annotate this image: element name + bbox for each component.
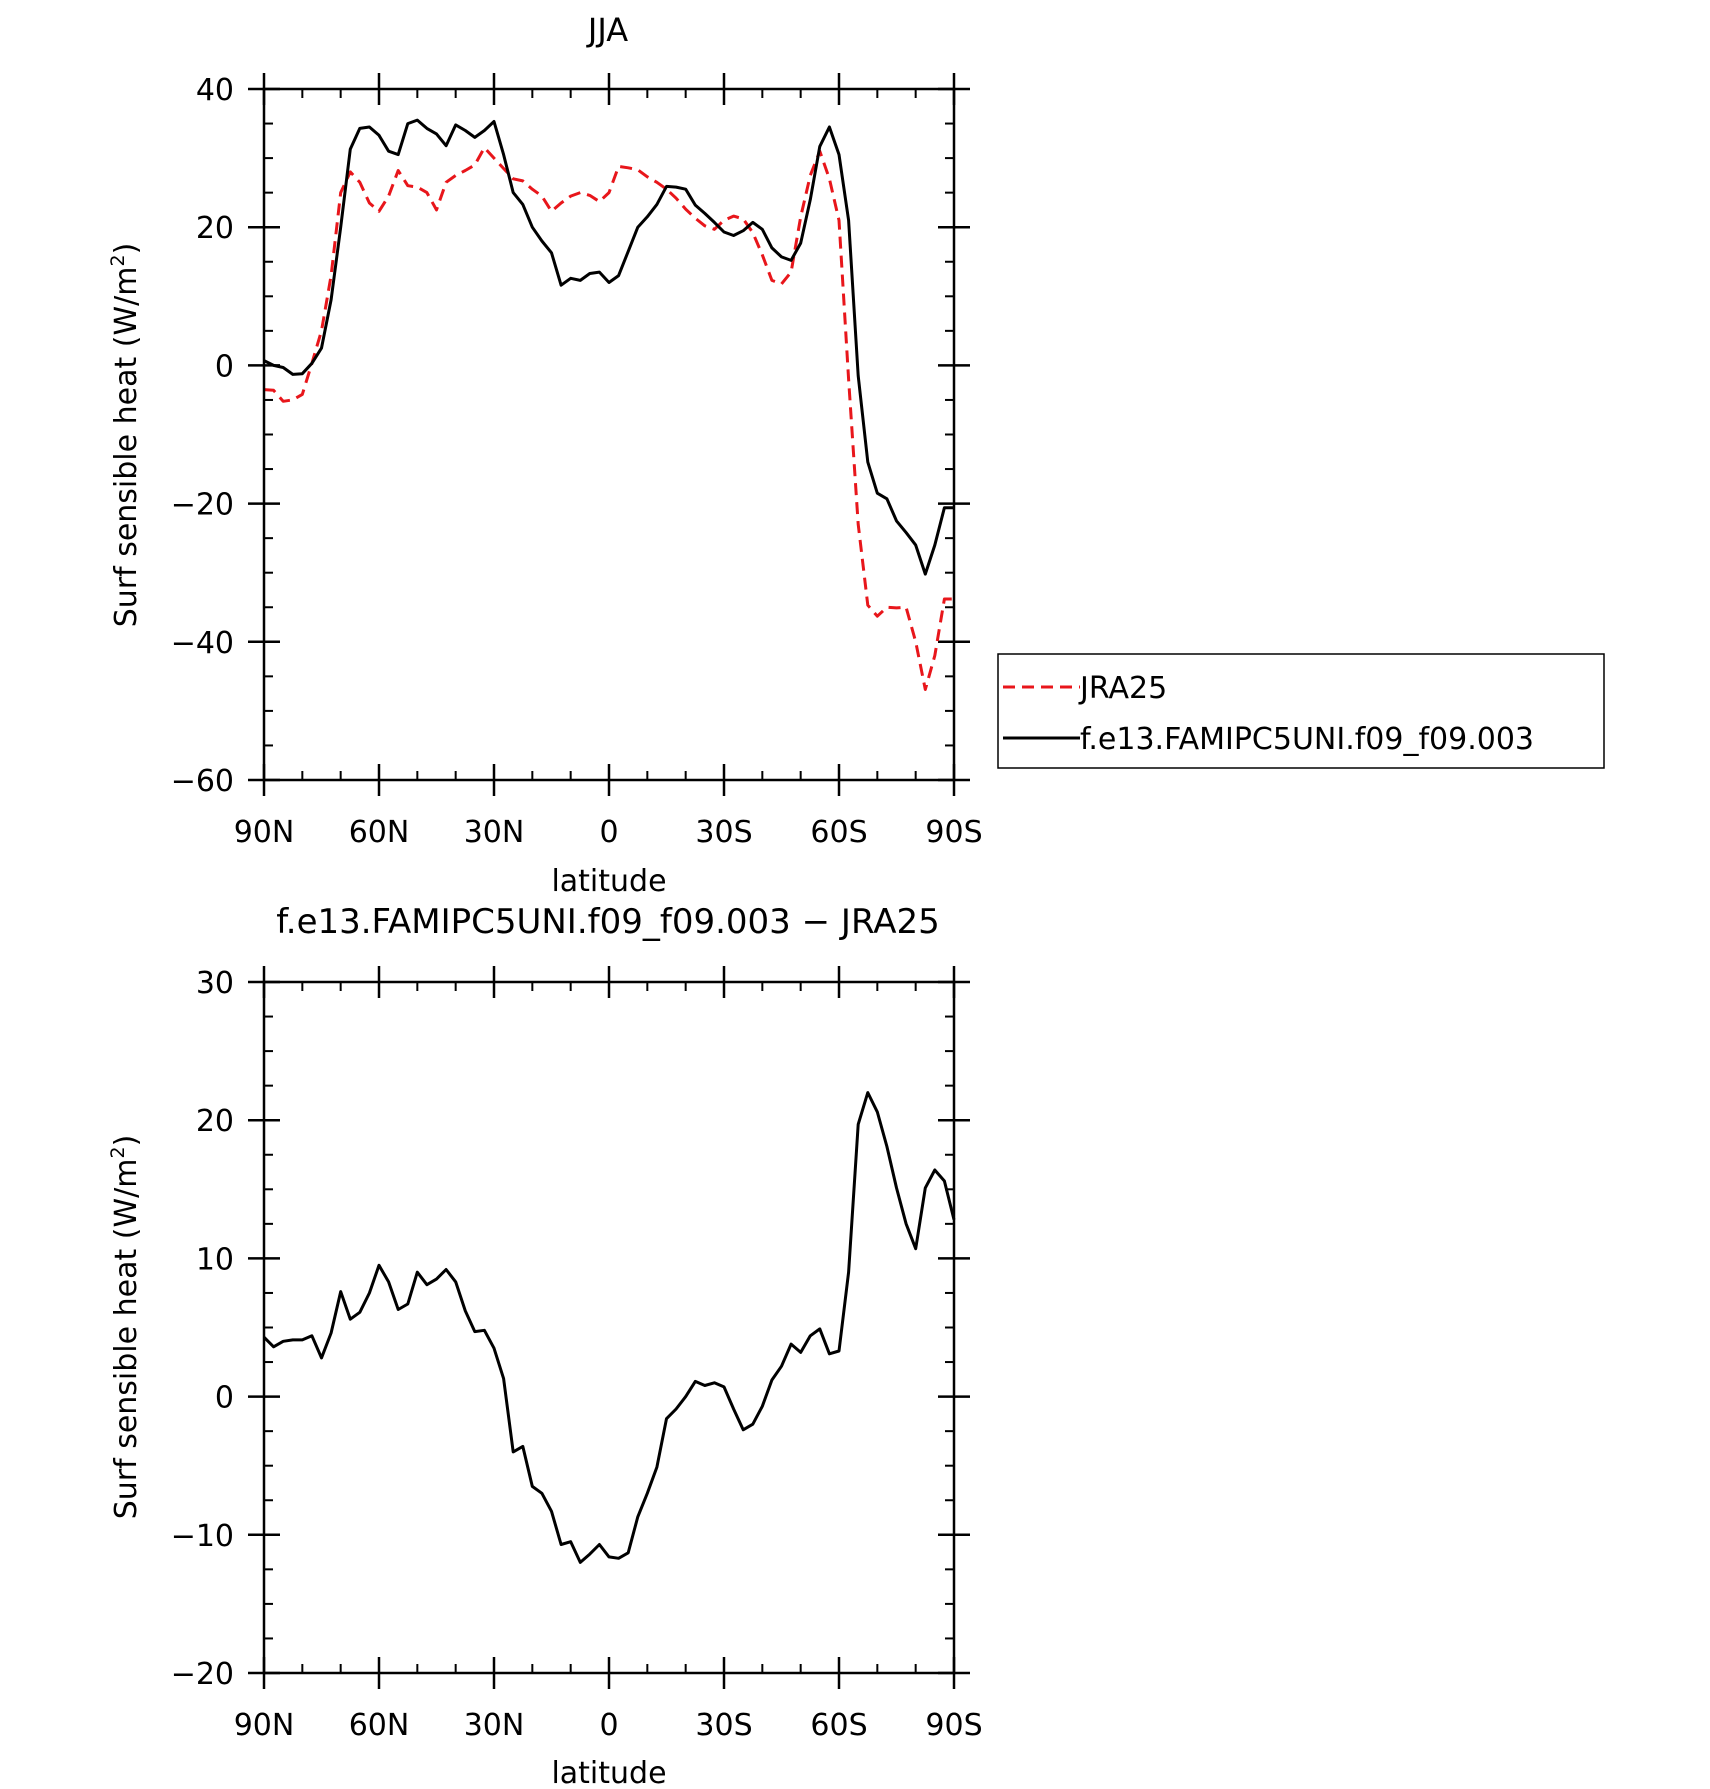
top-chart-y-tick-label: 20 [196,211,234,246]
top-chart-x-tick-label: 30S [695,815,752,850]
bottom-chart-y-tick-label: 10 [196,1242,234,1277]
top-chart-y-axis-label-sup: 2 [107,254,129,266]
top-chart-x-tick-label: 90N [234,815,295,850]
bottom-chart-x-tick-label: 90S [925,1708,982,1743]
bottom-chart-title: f.e13.FAMIPC5UNI.f09_f09.003 − JRA25 [276,902,939,942]
legend-box [997,653,1605,769]
bottom-chart-y-axis-label: Surf sensible heat (W/m2) [107,1135,144,1520]
top-chart-series-line-f-e13-famipc5uni-f09-f09-003 [263,118,954,576]
top-chart-x-tick-labels: 90N 60N 30N 0 30S 60S 90S [234,815,983,850]
top-chart-y-tick-label: 40 [196,73,234,108]
top-chart-y-axis-label: Surf sensible heat (W/m2) [107,243,144,628]
top-chart-y-tick-label: −60 [171,764,234,799]
top-chart-series-line-jra25 [263,146,954,691]
bottom-chart-series-line-difference [262,1091,956,1564]
legend-label-jra25: JRA25 [1078,671,1167,706]
top-chart-title: JJA [586,11,628,49]
top-chart-y-axis-label-main: Surf sensible heat (W/m [109,267,144,628]
bottom-chart-y-tick-label: −20 [171,1657,234,1692]
bottom-chart-x-tick-label: 60S [810,1708,867,1743]
bottom-chart-plot-frame [262,980,956,1675]
top-chart-y-axis-label-end: ) [109,243,144,255]
bottom-chart-x-tick-label: 30S [695,1708,752,1743]
bottom-chart-y-axis-label-main: Surf sensible heat (W/m [109,1159,144,1520]
bottom-chart-y-tick-label: 30 [196,966,234,1001]
top-chart-y-tick-label: −20 [171,488,234,523]
top-chart-x-tick-label: 60N [349,815,410,850]
bottom-chart-y-tick-label: 0 [215,1381,234,1416]
legend-label-model: f.e13.FAMIPC5UNI.f09_f09.003 [1080,722,1534,757]
top-chart-x-tick-label: 60S [810,815,867,850]
bottom-chart-y-axis-label-sup: 2 [107,1146,129,1158]
top-chart-series [263,118,954,691]
top-chart-y-tick-label: −40 [171,626,234,661]
top-chart-x-tick-label: 0 [599,815,618,850]
bottom-chart-y-tick-label: 20 [196,1104,234,1139]
top-chart-x-tick-label: 30N [464,815,525,850]
top-chart-x-axis-label: latitude [551,864,666,899]
bottom-chart-x-axis-label: latitude [551,1756,666,1789]
bottom-chart-y-tick-label: −10 [171,1519,234,1554]
bottom-chart-x-tick-label: 60N [349,1708,410,1743]
bottom-chart-series [262,1091,956,1564]
top-chart-y-tick-labels: −60 −40 −20 0 20 40 [171,73,234,799]
bottom-chart-x-tick-labels: 90N 60N 30N 0 30S 60S 90S [234,1708,983,1743]
bottom-chart-y-tick-labels: −20 −10 0 10 20 30 [171,966,234,1692]
bottom-chart-x-tick-label: 30N [464,1708,525,1743]
bottom-chart-x-tick-label: 0 [599,1708,618,1743]
legend: JRA25 f.e13.FAMIPC5UNI.f09_f09.003 [997,653,1605,769]
bottom-chart-x-tick-label: 90N [234,1708,295,1743]
bottom-chart-y-axis-label-end: ) [109,1135,144,1147]
top-chart: JJA −60 −40 −20 0 20 40 90N 60N 30N 0 30S 60S 90S l… [107,11,1605,899]
bottom-chart: f.e13.FAMIPC5UNI.f09_f09.003 − JRA25 −20… [107,902,983,1789]
top-chart-y-tick-label: 0 [215,349,234,384]
top-chart-plot-frame [262,87,956,782]
top-chart-x-tick-label: 90S [925,815,982,850]
